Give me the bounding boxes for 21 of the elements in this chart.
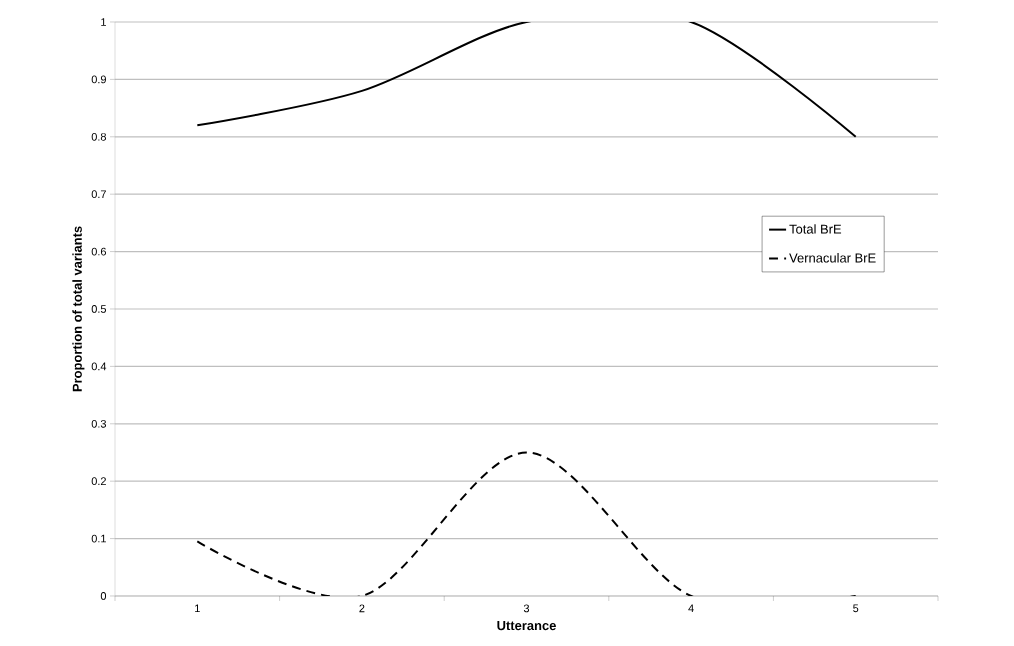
y-tick-label: 0.2 [91, 477, 106, 486]
x-tick-label: 4 [688, 604, 694, 613]
y-tick-label: 0.7 [91, 190, 106, 199]
y-tick-label: 1 [101, 18, 106, 26]
y-tick-label: 0.4 [91, 362, 107, 371]
y-tick-label: 0 [100, 592, 107, 600]
legend-label: Vernacular BrE [789, 253, 876, 263]
line-series [196, 21, 857, 138]
y-tick-label: 0.8 [91, 132, 106, 141]
x-tick-label: 3 [523, 604, 530, 613]
legend-label: Total BrE [789, 224, 842, 234]
y-tick-label: 0.9 [91, 75, 106, 84]
y-axis-title: Proportion of total variants [72, 226, 85, 392]
y-tick-label: 0.3 [91, 419, 106, 428]
x-tick-label: 2 [359, 604, 365, 613]
x-tick-label: 5 [853, 604, 859, 613]
y-tick-label: 0.6 [91, 247, 106, 256]
x-axis-title: Utterance [497, 621, 556, 631]
x-tick-label: 1 [195, 604, 200, 613]
y-tick-label: 0.1 [91, 534, 106, 543]
y-tick-label: 0.5 [91, 305, 107, 313]
